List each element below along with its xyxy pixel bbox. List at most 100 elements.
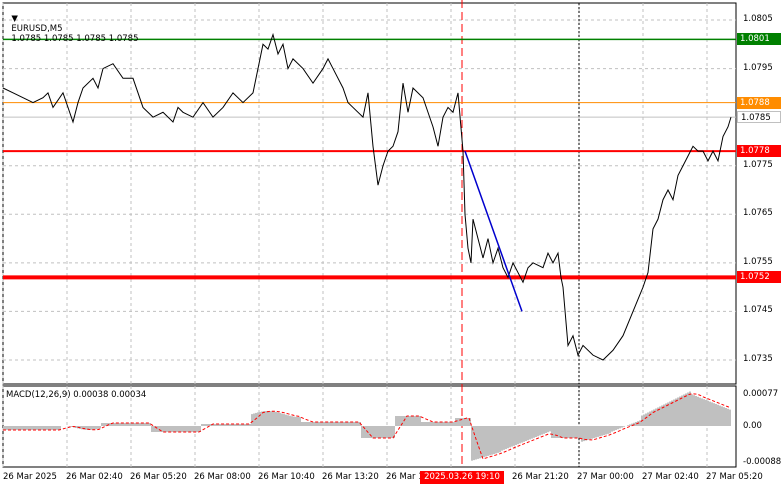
macd-histogram-bar [143,423,145,426]
macd-histogram-bar [293,416,295,426]
macd-histogram-bar [201,424,203,426]
price-axis-label: 1.0775 [743,159,773,170]
macd-histogram-bar [197,426,199,432]
time-axis-label: 26 Mar 2025 [3,472,57,482]
macd-histogram-bar [723,407,725,426]
macd-histogram-bar [305,422,307,426]
macd-histogram-bar [675,398,677,426]
macd-histogram-bar [213,424,215,426]
macd-histogram-bar [449,422,451,426]
macd-histogram-bar [719,405,721,426]
macd-histogram-bar [691,394,693,426]
macd-histogram-bar [229,424,231,426]
macd-histogram-bar [31,426,33,430]
macd-histogram-bar [609,426,611,434]
symbol-label: EURUSD,M5 [11,24,63,34]
macd-histogram-bar [721,406,723,426]
macd-histogram-bar [649,411,651,426]
macd-histogram-bar [109,423,111,426]
macd-histogram-bar [107,423,109,426]
macd-histogram-bar [49,426,51,430]
macd-histogram-bar [501,426,503,451]
price-panel-frame [2,2,737,385]
macd-histogram-bar [583,426,585,442]
macd-histogram-bar [575,426,577,438]
macd-histogram-bar [561,426,563,438]
macd-histogram-bar [375,426,377,438]
macd-histogram-bar [493,426,495,455]
macd-histogram-bar [645,413,647,426]
macd-histogram-bar [667,402,669,426]
macd-histogram-bar [17,426,19,430]
macd-histogram-bar [411,416,413,426]
macd-histogram-bar [377,426,379,438]
chart-header: ▼ EURUSD,M5 1.0785 1.0785 1.0785 1.0785 [6,4,138,44]
macd-histogram-bar [503,426,505,450]
time-axis-label: 26 Mar 10:40 [258,472,315,482]
macd-axis-mid: 0.00 [743,421,762,431]
macd-histogram-bar [75,426,77,428]
macd-histogram-bar [103,423,105,426]
macd-histogram-bar [447,422,449,426]
macd-histogram-bar [443,422,445,426]
macd-histogram-bar [57,426,59,430]
macd-histogram-bar [93,426,95,430]
macd-histogram-bar [139,423,141,426]
macd-histogram-bar [655,408,657,426]
macd-histogram-bar [127,423,129,426]
ohlc-values: 1.0785 1.0785 1.0785 1.0785 [11,34,139,44]
macd-histogram-bar [171,426,173,432]
macd-histogram-bar [385,426,387,438]
macd-histogram-bar [59,426,61,430]
macd-histogram-bar [147,423,149,426]
macd-histogram-bar [217,424,219,426]
macd-histogram-bar [585,426,587,441]
macd-histogram-bar [121,423,123,426]
macd-histogram-bar [281,413,283,426]
macd-histogram-bar [619,426,621,429]
macd-histogram-bar [401,416,403,426]
macd-histogram-bar [219,424,221,426]
time-axis-label: 26 Mar 21:20 [512,472,569,482]
macd-histogram-bar [205,424,207,426]
macd-axis-bottom: -0.00088 [743,457,781,467]
macd-histogram-bar [671,400,673,426]
collapse-arrow-icon[interactable]: ▼ [11,14,18,24]
macd-histogram-bar [301,422,303,426]
macd-histogram-bar [89,426,91,430]
macd-histogram-bar [631,423,633,426]
macd-histogram-bar [299,416,301,426]
macd-histogram-bar [727,408,729,426]
macd-histogram-bar [69,426,71,427]
macd-histogram-bar [507,426,509,449]
macd-histogram-bar [413,416,415,426]
macd-histogram-bar [383,426,385,438]
macd-histogram-bar [221,424,223,426]
macd-histogram-bar [499,426,501,453]
macd-histogram-bar [571,426,573,438]
macd-histogram-bar [711,402,713,426]
macd-histogram-bar [683,394,685,426]
macd-histogram-bar [473,426,475,461]
macd-histogram-bar [249,424,251,426]
macd-histogram-bar [345,422,347,426]
macd-histogram-bar [647,412,649,426]
macd-histogram-bar [153,426,155,432]
macd-histogram-bar [307,422,309,426]
macd-histogram-bar [203,424,205,426]
macd-histogram-bar [485,426,487,457]
macd-histogram-bar [199,426,201,432]
macd-histogram-bar [85,426,87,430]
macd-histogram-bar [487,426,489,456]
macd-header: MACD(12,26,9) 0.00038 0.00034 [6,390,147,400]
macd-histogram-bar [481,426,483,458]
macd-histogram-bar [223,424,225,426]
macd-histogram-bar [541,426,543,435]
macd-histogram-bar [657,407,659,426]
macd-histogram-bar [239,424,241,426]
macd-histogram-bar [291,416,293,426]
macd-histogram-bar [379,426,381,438]
macd-histogram-bar [187,426,189,432]
macd-histogram-bar [99,426,101,429]
